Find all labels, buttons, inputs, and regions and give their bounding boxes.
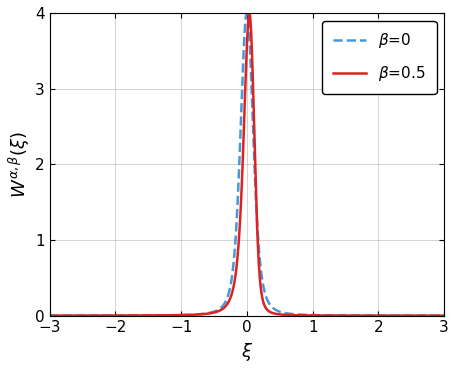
$\beta$=0.5 — [390, 313, 396, 318]
$\beta$=0 — [433, 313, 438, 318]
$\beta$=0.5 — [197, 312, 203, 317]
$\beta$=0 — [440, 313, 446, 318]
Legend: $\beta$=0, $\beta$=0.5: $\beta$=0, $\beta$=0.5 — [321, 21, 435, 94]
$\beta$=0.5 — [91, 313, 97, 318]
X-axis label: $\xi$: $\xi$ — [240, 341, 253, 363]
Line: $\beta$=0.5: $\beta$=0.5 — [50, 13, 443, 316]
$\beta$=0.5 — [215, 309, 220, 313]
$\beta$=0.5 — [115, 313, 121, 318]
$\beta$=0.5 — [433, 313, 438, 318]
$\beta$=0 — [197, 312, 203, 316]
$\beta$=0 — [47, 313, 52, 318]
$\beta$=0 — [115, 313, 121, 318]
$\beta$=0.5 — [440, 313, 446, 318]
$\beta$=0 — [243, 11, 249, 15]
$\beta$=0 — [91, 313, 97, 318]
Line: $\beta$=0: $\beta$=0 — [50, 13, 443, 316]
$\beta$=0 — [215, 308, 220, 312]
$\beta$=0.5 — [47, 313, 52, 318]
$\beta$=0.5 — [246, 11, 252, 15]
Y-axis label: $W^{\alpha,\beta}(\xi)$: $W^{\alpha,\beta}(\xi)$ — [7, 131, 32, 198]
$\beta$=0 — [390, 313, 396, 318]
